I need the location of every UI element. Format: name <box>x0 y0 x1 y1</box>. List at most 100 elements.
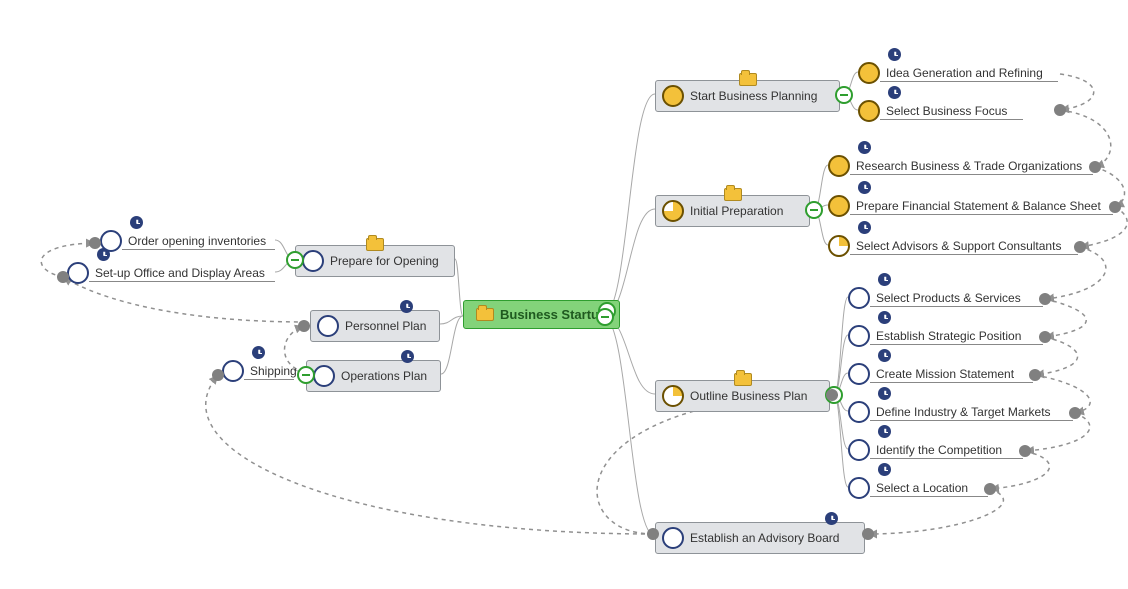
leaf-underline <box>89 281 275 282</box>
clock-icon <box>400 300 413 313</box>
node-label: Order opening inventories <box>128 234 266 248</box>
clock-icon <box>888 86 901 99</box>
link-endpoint-dot <box>1089 161 1101 173</box>
folder-icon <box>366 238 384 251</box>
expand-toggle[interactable] <box>297 366 315 384</box>
folder-icon <box>739 73 757 86</box>
expand-toggle[interactable] <box>805 201 823 219</box>
clock-icon <box>878 425 891 438</box>
folder-icon <box>476 308 494 321</box>
clock-icon <box>858 141 871 154</box>
full-progress-icon <box>828 155 850 177</box>
node-label: Idea Generation and Refining <box>886 66 1043 80</box>
clock-icon <box>858 181 871 194</box>
node-label: Select a Location <box>876 481 968 495</box>
node-ops[interactable]: Operations Plan <box>306 360 441 392</box>
leaf-underline <box>870 382 1033 383</box>
node-label: Define Industry & Target Markets <box>876 405 1051 419</box>
link-endpoint-dot <box>826 389 838 401</box>
link-endpoint-dot <box>1039 331 1051 343</box>
link-endpoint-dot <box>862 528 874 540</box>
node-label: Select Products & Services <box>876 291 1021 305</box>
full-progress-icon <box>828 195 850 217</box>
node-label: Select Advisors & Support Consultants <box>856 239 1061 253</box>
quarter-progress-icon <box>662 385 684 407</box>
empty-progress-icon <box>662 527 684 549</box>
three-progress-icon <box>662 200 684 222</box>
node-label: Initial Preparation <box>690 204 783 218</box>
leaf-underline <box>870 458 1023 459</box>
leaf-underline <box>870 344 1043 345</box>
quarter-progress-icon <box>828 235 850 257</box>
expand-toggle[interactable] <box>596 308 614 326</box>
empty-progress-icon <box>848 325 870 347</box>
link-endpoint-dot <box>212 369 224 381</box>
link-endpoint-dot <box>1039 293 1051 305</box>
node-label: Prepare for Opening <box>330 254 439 268</box>
link-endpoint-dot <box>298 320 310 332</box>
node-label: Personnel Plan <box>345 319 426 333</box>
empty-progress-icon <box>848 477 870 499</box>
empty-progress-icon <box>848 401 870 423</box>
empty-progress-icon <box>848 439 870 461</box>
leaf-underline <box>870 496 988 497</box>
full-progress-icon <box>858 62 880 84</box>
clock-icon <box>878 387 891 400</box>
clock-icon <box>401 350 414 363</box>
clock-icon <box>130 216 143 229</box>
leaf-underline <box>850 214 1113 215</box>
node-init[interactable]: Initial Preparation <box>655 195 810 227</box>
node-label: Prepare Financial Statement & Balance Sh… <box>856 199 1101 213</box>
leaf-underline <box>122 249 275 250</box>
node-start[interactable]: Start Business Planning <box>655 80 840 112</box>
clock-icon <box>888 48 901 61</box>
clock-icon <box>878 311 891 324</box>
node-label: Create Mission Statement <box>876 367 1014 381</box>
empty-progress-icon <box>222 360 244 382</box>
link-endpoint-dot <box>1019 445 1031 457</box>
leaf-underline <box>870 420 1073 421</box>
link-endpoint-dot <box>89 237 101 249</box>
empty-progress-icon <box>302 250 324 272</box>
empty-progress-icon <box>67 262 89 284</box>
empty-progress-icon <box>848 363 870 385</box>
link-endpoint-dot <box>984 483 996 495</box>
clock-icon <box>878 463 891 476</box>
node-label: Shipping <box>250 364 297 378</box>
clock-icon <box>878 349 891 362</box>
leaf-underline <box>850 254 1078 255</box>
empty-progress-icon <box>848 287 870 309</box>
node-label: Research Business & Trade Organizations <box>856 159 1082 173</box>
link-endpoint-dot <box>647 528 659 540</box>
expand-toggle[interactable] <box>286 251 304 269</box>
node-label: Identify the Competition <box>876 443 1002 457</box>
folder-icon <box>734 373 752 386</box>
node-label: Set-up Office and Display Areas <box>95 266 265 280</box>
expand-toggle[interactable] <box>835 86 853 104</box>
link-endpoint-dot <box>1074 241 1086 253</box>
leaf-underline <box>244 379 294 380</box>
node-advboard[interactable]: Establish an Advisory Board <box>655 522 865 554</box>
clock-icon <box>878 273 891 286</box>
node-label: Outline Business Plan <box>690 389 807 403</box>
link-endpoint-dot <box>57 271 69 283</box>
empty-progress-icon <box>313 365 335 387</box>
full-progress-icon <box>662 85 684 107</box>
leaf-underline <box>880 81 1058 82</box>
node-label: Operations Plan <box>341 369 427 383</box>
node-pers[interactable]: Personnel Plan <box>310 310 440 342</box>
leaf-underline <box>880 119 1023 120</box>
clock-icon <box>97 248 110 261</box>
clock-icon <box>252 346 265 359</box>
clock-icon <box>825 512 838 525</box>
node-outline[interactable]: Outline Business Plan <box>655 380 830 412</box>
node-label: Business Startup <box>500 307 607 322</box>
full-progress-icon <box>858 100 880 122</box>
node-label: Establish Strategic Position <box>876 329 1021 343</box>
node-prep[interactable]: Prepare for Opening <box>295 245 455 277</box>
empty-progress-icon <box>317 315 339 337</box>
clock-icon <box>858 221 871 234</box>
link-endpoint-dot <box>1109 201 1121 213</box>
mindmap-canvas: Business Startup Prepare for Opening Order… <box>0 0 1128 589</box>
link-endpoint-dot <box>1054 104 1066 116</box>
